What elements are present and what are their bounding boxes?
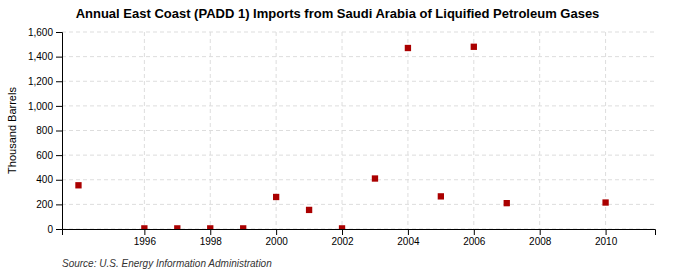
y-axis: 0 200 400 600 800 1,000 1,200 1,400 1,600 [28,27,63,235]
tick-mark [342,229,343,235]
grid-line [62,155,655,156]
annotation: Source: U.S. Energy Information Administ… [62,258,272,269]
tick-label: 1,600 [28,27,53,38]
grid [62,32,655,229]
tick: 800 [36,125,62,136]
plot-area: 1996 1998 2000 2002 2004 2006 2008 2010 0 200 400 6… [28,27,656,247]
tick-label: 0 [47,224,53,235]
tick-mark [56,180,62,181]
tick: 2006 [463,229,486,247]
point [240,225,246,229]
axis-line [56,33,63,230]
point [273,194,279,200]
tick-mark [56,32,62,33]
tick: 0 [47,224,62,235]
tick: 1,600 [28,27,62,38]
tick: 600 [36,150,62,161]
tick-label: 800 [36,125,53,136]
tick: 2010 [595,229,618,247]
tick-mark [56,204,62,205]
grid-line [407,32,408,229]
tick-label: 200 [36,199,53,210]
grid-line [62,81,655,82]
point [75,182,81,188]
grid-line [62,204,655,205]
tick-mark [408,229,409,235]
tick-label: 1,200 [28,76,53,87]
point [339,225,345,229]
points [75,44,608,229]
grid-line [539,32,540,229]
tick-mark [56,229,62,230]
grid-line [342,32,343,229]
tick: 2000 [266,229,289,247]
grid-line [62,56,655,57]
tick-mark [56,131,62,132]
tick-mark [56,155,62,156]
tick-label: 400 [36,174,53,185]
point [141,225,147,229]
point [438,193,444,199]
tick-label: 2008 [529,236,552,247]
tick-mark [210,229,211,235]
tick: 1996 [134,229,157,247]
tick-label: 2004 [397,236,420,247]
tick: 1998 [200,229,223,247]
tick-label: 600 [36,150,53,161]
tick-label: 2006 [463,236,486,247]
tick-label: 1996 [134,236,157,247]
point [372,175,378,181]
tick-label: 2002 [331,236,354,247]
grid-line [210,32,211,229]
x-axis: 1996 1998 2000 2002 2004 2006 2008 2010 [63,229,656,247]
tick-mark [56,81,62,82]
tick-mark [606,229,607,235]
point [471,44,477,50]
tick: 200 [36,199,62,210]
grid-line [473,32,474,229]
grid-line [62,32,655,33]
grid-line [62,179,655,180]
y-axis-label: Thousand Barrels [6,87,18,174]
tick-mark [474,229,475,235]
tick: 1,200 [28,76,62,87]
tick-mark [540,229,541,235]
tick: 400 [36,174,62,185]
tick-mark [144,229,145,235]
grid-line [62,130,655,131]
point [504,200,510,206]
axis-line [63,230,656,236]
tick-mark [56,57,62,58]
tick: 1,000 [28,101,62,112]
chart: 1996 1998 2000 2002 2004 2006 2008 2010 0 200 400 6… [0,0,675,275]
tick-mark [276,229,277,235]
tick-label: 1,000 [28,101,53,112]
point [602,199,608,205]
tick: 2002 [331,229,354,247]
tick-label: 1,400 [28,51,53,62]
point [207,225,213,229]
point [174,225,180,229]
grid-line [144,32,145,229]
tick-label: 2010 [595,236,618,247]
point [306,207,312,213]
tick: 2004 [397,229,420,247]
tick-label: 1998 [200,236,223,247]
tick-label: 2000 [266,236,289,247]
tick-mark [56,106,62,107]
point [405,45,411,51]
grid-line [62,105,655,106]
tick: 1,400 [28,51,62,62]
title: Annual East Coast (PADD 1) Imports from … [76,6,600,21]
tick: 2008 [529,229,552,247]
